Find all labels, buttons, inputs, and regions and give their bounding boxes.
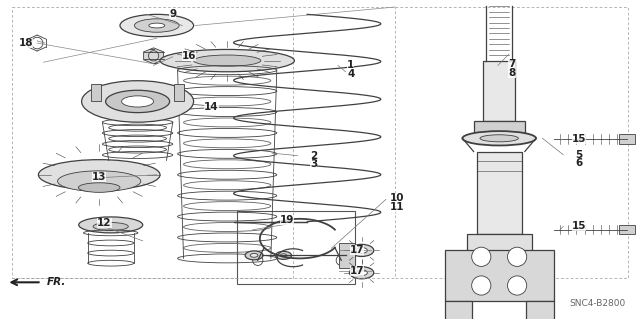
Text: 10: 10 — [390, 193, 404, 203]
Ellipse shape — [275, 251, 292, 259]
Circle shape — [508, 276, 527, 295]
Text: 6: 6 — [575, 158, 583, 168]
Ellipse shape — [93, 223, 128, 230]
Ellipse shape — [250, 254, 258, 257]
Ellipse shape — [480, 135, 518, 142]
Bar — [483, 61, 515, 121]
Bar — [12, 7, 293, 278]
Ellipse shape — [149, 23, 165, 28]
Ellipse shape — [349, 267, 374, 279]
Ellipse shape — [245, 251, 263, 260]
Bar — [237, 211, 355, 284]
Text: 12: 12 — [97, 218, 111, 228]
Circle shape — [472, 247, 491, 266]
Bar — [474, 121, 525, 134]
Bar — [91, 84, 101, 101]
Text: 8: 8 — [508, 68, 516, 78]
Circle shape — [472, 276, 491, 295]
Polygon shape — [620, 225, 636, 234]
Text: 11: 11 — [390, 202, 404, 212]
Bar — [445, 250, 554, 301]
Text: 2: 2 — [310, 151, 317, 161]
Text: 17: 17 — [350, 266, 364, 276]
Ellipse shape — [82, 81, 193, 122]
Ellipse shape — [356, 248, 367, 253]
Circle shape — [508, 247, 527, 266]
Ellipse shape — [58, 171, 141, 191]
Ellipse shape — [463, 131, 536, 145]
Ellipse shape — [38, 160, 160, 190]
Bar — [445, 301, 472, 319]
Ellipse shape — [120, 14, 194, 37]
Bar — [395, 7, 628, 278]
Ellipse shape — [134, 19, 179, 32]
Ellipse shape — [79, 183, 120, 192]
Bar — [477, 152, 522, 234]
Bar — [339, 243, 355, 268]
Bar — [467, 234, 532, 276]
Ellipse shape — [122, 96, 154, 107]
Text: 14: 14 — [204, 102, 218, 112]
Text: 15: 15 — [572, 134, 586, 144]
Ellipse shape — [79, 217, 143, 233]
Text: 3: 3 — [310, 159, 317, 169]
Ellipse shape — [356, 270, 367, 276]
Ellipse shape — [280, 254, 287, 257]
Ellipse shape — [349, 244, 374, 256]
Text: 15: 15 — [572, 221, 586, 232]
Ellipse shape — [106, 90, 170, 113]
Text: 7: 7 — [508, 59, 516, 69]
Text: FR.: FR. — [47, 277, 66, 287]
Bar — [174, 84, 184, 101]
Text: 16: 16 — [182, 51, 196, 61]
Text: 17: 17 — [350, 245, 364, 256]
Text: 4: 4 — [347, 69, 355, 79]
Text: 5: 5 — [575, 150, 583, 160]
Text: 18: 18 — [19, 38, 33, 48]
Polygon shape — [620, 134, 636, 144]
Text: 9: 9 — [169, 9, 177, 19]
Bar — [527, 301, 554, 319]
Text: 1: 1 — [347, 60, 355, 70]
Ellipse shape — [160, 49, 294, 72]
Ellipse shape — [193, 55, 261, 66]
Text: SNC4-B2800: SNC4-B2800 — [570, 299, 626, 308]
Text: 13: 13 — [92, 172, 106, 182]
Text: 19: 19 — [280, 215, 294, 225]
Polygon shape — [143, 48, 164, 64]
